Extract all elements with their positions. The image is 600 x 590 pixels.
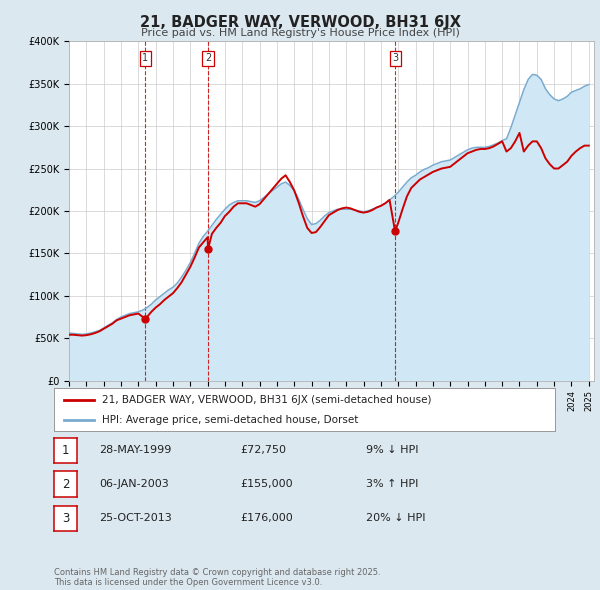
Text: 3: 3 xyxy=(62,512,69,525)
Text: Price paid vs. HM Land Registry's House Price Index (HPI): Price paid vs. HM Land Registry's House … xyxy=(140,28,460,38)
Text: 1: 1 xyxy=(142,53,149,63)
Text: £155,000: £155,000 xyxy=(240,479,293,489)
Text: HPI: Average price, semi-detached house, Dorset: HPI: Average price, semi-detached house,… xyxy=(101,415,358,425)
Text: 2: 2 xyxy=(62,477,69,491)
Text: 3% ↑ HPI: 3% ↑ HPI xyxy=(366,479,418,489)
Text: £72,750: £72,750 xyxy=(240,445,286,455)
Text: 28-MAY-1999: 28-MAY-1999 xyxy=(99,445,172,455)
Text: 21, BADGER WAY, VERWOOD, BH31 6JX (semi-detached house): 21, BADGER WAY, VERWOOD, BH31 6JX (semi-… xyxy=(101,395,431,405)
Text: 3: 3 xyxy=(392,53,398,63)
Text: 2: 2 xyxy=(205,53,211,63)
Text: £176,000: £176,000 xyxy=(240,513,293,523)
Text: 25-OCT-2013: 25-OCT-2013 xyxy=(99,513,172,523)
Text: 06-JAN-2003: 06-JAN-2003 xyxy=(99,479,169,489)
Text: Contains HM Land Registry data © Crown copyright and database right 2025.
This d: Contains HM Land Registry data © Crown c… xyxy=(54,568,380,587)
Text: 21, BADGER WAY, VERWOOD, BH31 6JX: 21, BADGER WAY, VERWOOD, BH31 6JX xyxy=(139,15,461,30)
Text: 20% ↓ HPI: 20% ↓ HPI xyxy=(366,513,425,523)
Text: 1: 1 xyxy=(62,444,69,457)
Text: 9% ↓ HPI: 9% ↓ HPI xyxy=(366,445,419,455)
